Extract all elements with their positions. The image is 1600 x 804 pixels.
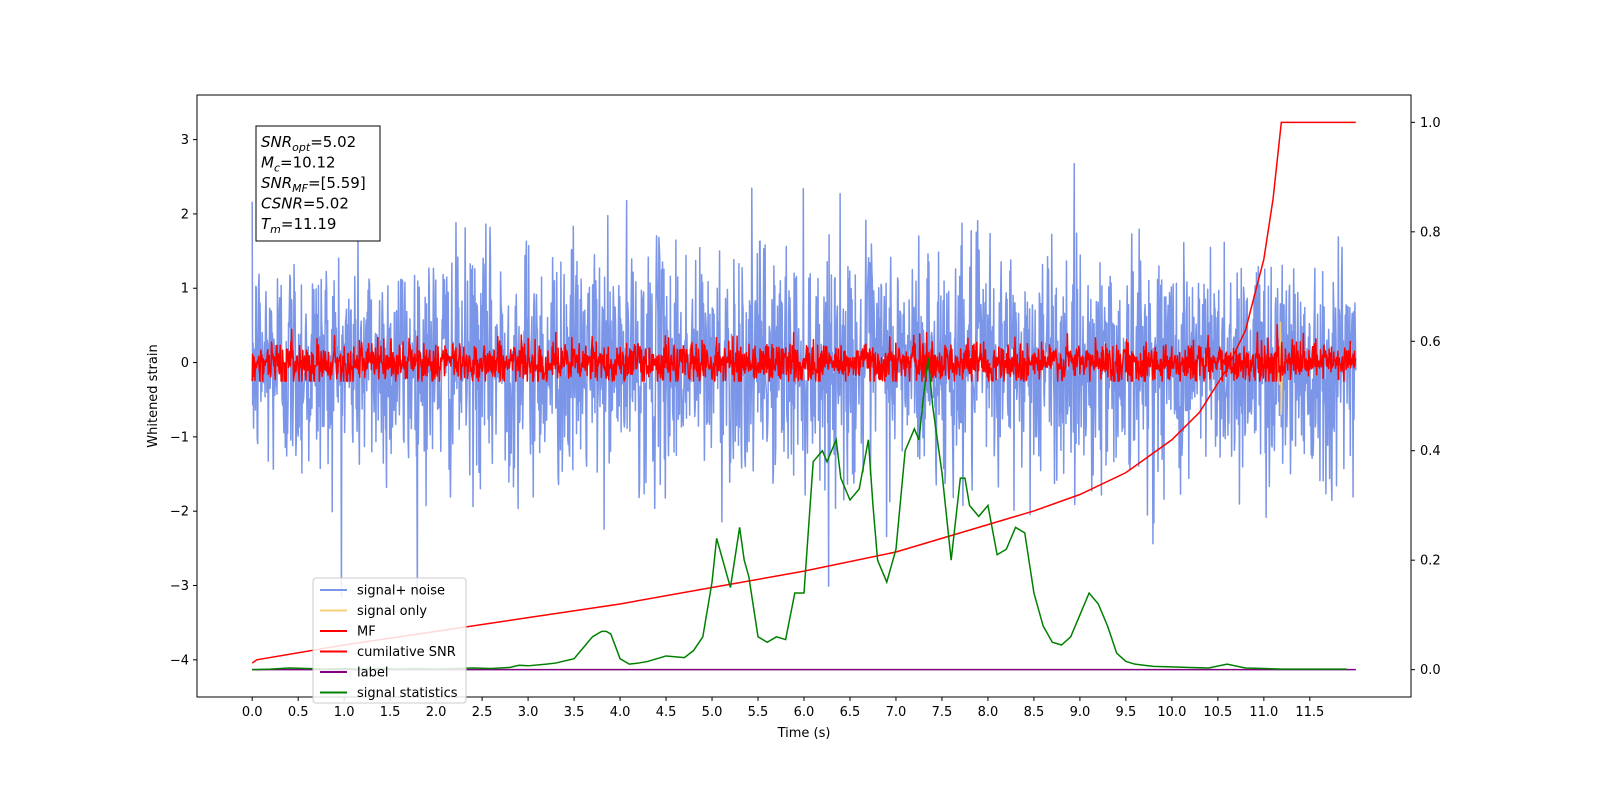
x-tick-label: 4.5 xyxy=(656,705,677,720)
y-tick-label: −3 xyxy=(170,579,189,594)
x-tick-label: 2.5 xyxy=(472,705,493,720)
y-tick-label: −4 xyxy=(170,653,189,668)
x-tick-label: 9.5 xyxy=(1116,705,1137,720)
x-tick-label: 6.5 xyxy=(840,705,861,720)
x-tick-label: 10.0 xyxy=(1157,705,1186,720)
x-tick-label: 1.0 xyxy=(334,705,355,720)
y2-tick-label: 0.4 xyxy=(1420,444,1441,459)
info-box-line: Tm=11.19 xyxy=(261,215,336,236)
info-box: SNRopt=5.02Mc=10.12SNRMF=[5.59]CSNR=5.02… xyxy=(255,125,381,242)
info-box-line: SNRMF=[5.59] xyxy=(261,174,366,195)
x-tick-label: 4.0 xyxy=(610,705,631,720)
y2-tick-label: 0.8 xyxy=(1420,225,1441,240)
info-box-line: SNRopt=5.02 xyxy=(261,133,356,154)
info-box-line: Mc=10.12 xyxy=(261,154,336,175)
x-tick-label: 3.5 xyxy=(564,705,585,720)
legend-frame xyxy=(312,577,467,704)
x-tick-label: 11.0 xyxy=(1249,705,1278,720)
y-tick-label: 1 xyxy=(181,282,189,297)
series-cumulative-snr xyxy=(251,121,1356,664)
axes-layer: 0.0 0.5 1.0 1.5 2.0 2.5 3.0 3.5 4.0 4.5 5.0 5.5 6.0 6… xyxy=(170,116,1441,720)
series-signal-noise xyxy=(251,162,1357,607)
y2-tick-label: 0.0 xyxy=(1420,663,1441,678)
x-tick-label: 10.5 xyxy=(1203,705,1232,720)
x-axis-label: Time (s) xyxy=(777,726,831,741)
legend-label: cumilative SNR xyxy=(357,645,456,660)
x-tick-label: 1.5 xyxy=(380,705,401,720)
y-tick-label: 3 xyxy=(181,133,189,148)
legend-label: MF xyxy=(357,625,376,640)
x-tick-label: 0.5 xyxy=(288,705,309,720)
y2-tick-label: 0.6 xyxy=(1420,335,1441,350)
x-tick-label: 5.5 xyxy=(748,705,769,720)
legend: signal+ noise signal only MF cumilative SNR… xyxy=(312,577,467,704)
series-signal-statistics xyxy=(252,357,1347,671)
x-tick-label: 6.0 xyxy=(794,705,815,720)
legend-label: signal only xyxy=(357,604,427,619)
x-tick-label: 3.0 xyxy=(518,705,539,720)
legend-label: signal statistics xyxy=(357,686,458,701)
y-tick-label: 2 xyxy=(181,207,189,222)
x-tick-label: 9.0 xyxy=(1070,705,1091,720)
y-tick-label: −1 xyxy=(170,430,189,445)
info-box-line: CSNR=5.02 xyxy=(261,195,349,213)
x-tick-label: 2.0 xyxy=(426,705,447,720)
y-tick-label: 0 xyxy=(181,356,189,371)
y-axis-label: Whitened strain xyxy=(146,344,161,447)
legend-label: signal+ noise xyxy=(357,584,445,599)
legend-label: label xyxy=(357,666,388,681)
x-tick-label: 7.5 xyxy=(932,705,953,720)
y2-tick-label: 1.0 xyxy=(1420,116,1441,131)
x-tick-label: 8.5 xyxy=(1024,705,1045,720)
x-tick-label: 11.5 xyxy=(1295,705,1324,720)
series-mf xyxy=(251,324,1357,382)
x-tick-label: 8.0 xyxy=(978,705,999,720)
x-tick-label: 5.0 xyxy=(702,705,723,720)
y-tick-label: −2 xyxy=(170,505,189,520)
info-box-frame xyxy=(255,125,381,242)
x-tick-label: 0.0 xyxy=(242,705,263,720)
y2-tick-label: 0.2 xyxy=(1420,554,1441,569)
x-tick-label: 7.0 xyxy=(886,705,907,720)
